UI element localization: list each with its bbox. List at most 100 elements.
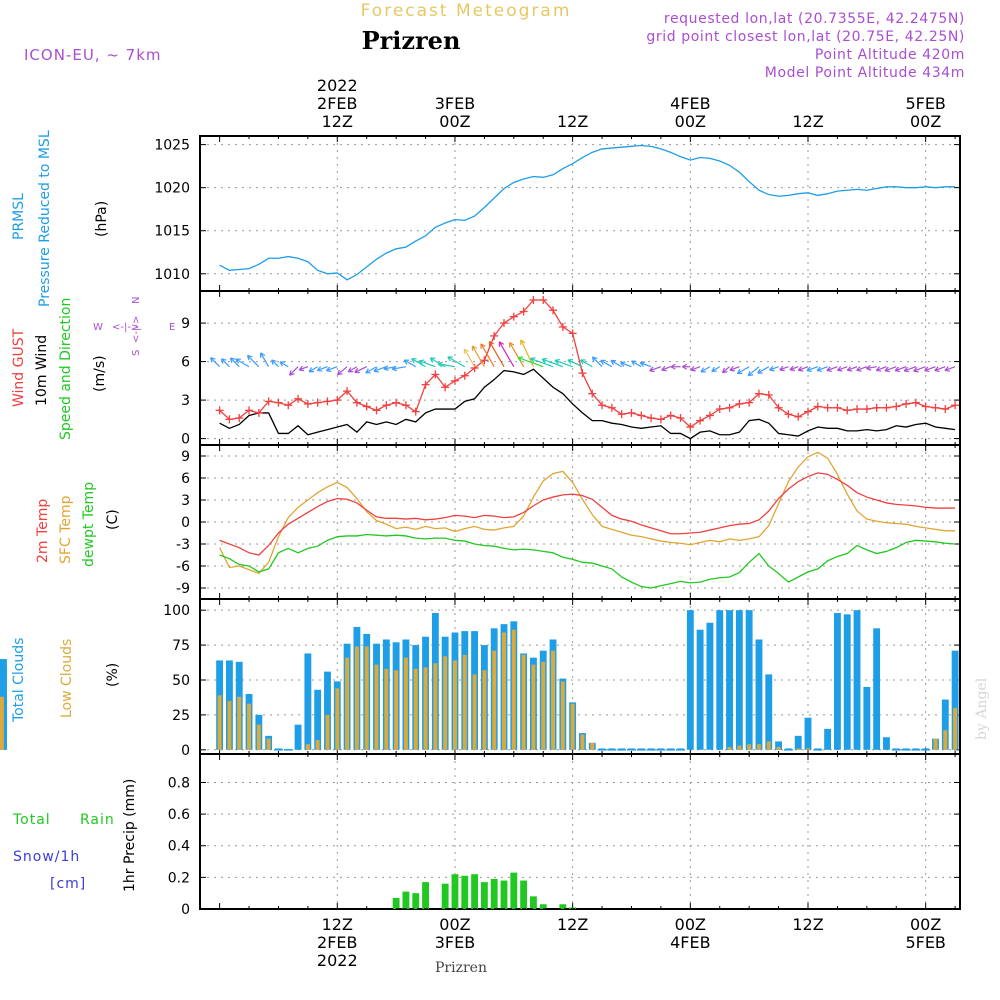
grid-lines	[200, 136, 960, 910]
time-label-top: 5FEB	[905, 94, 945, 113]
wind-arrow-head	[797, 366, 802, 371]
low-cloud-bar	[325, 714, 330, 750]
low-cloud-bar	[354, 646, 359, 750]
wind-arrow-head	[729, 365, 734, 371]
wind-arrow-head	[806, 370, 812, 373]
wind-arrow-head	[229, 357, 233, 363]
low-cloud-bar	[796, 748, 801, 750]
time-label-bottom: 2FEB	[317, 933, 357, 952]
wind-arrow-head	[934, 366, 939, 371]
wind-gust-line	[219, 299, 956, 428]
wind-arrow-head	[769, 365, 774, 371]
header-model: ICON-EU, ~ 7km	[24, 46, 162, 64]
wind-arrow-head	[610, 360, 615, 366]
wind-arrow-head	[903, 366, 908, 372]
low-cloud-bar	[237, 696, 242, 750]
y-tick-label-clouds: 25	[172, 708, 190, 724]
temp-2m-line	[219, 472, 956, 556]
wind-arrow-head	[640, 361, 646, 364]
time-label-top: 00Z	[910, 112, 941, 131]
total-cloud-bar	[726, 610, 733, 750]
wind-arrow	[757, 366, 770, 374]
dewpt-line	[219, 533, 956, 589]
wind-arrow-head	[620, 361, 626, 364]
wind-arrow	[722, 366, 730, 374]
wind-arrow-head	[308, 367, 313, 373]
sfc-temp-line	[219, 451, 956, 575]
wind-arrow-head	[700, 367, 705, 373]
low-cloud-bar	[551, 650, 555, 750]
y-tick-label-temp: -3	[176, 537, 190, 553]
wind-arrow-head	[499, 341, 504, 345]
low-cloud-bar	[227, 700, 232, 750]
low-cloud-bar	[453, 660, 457, 750]
pressure-labels: PRMSL Pressure Reduced to MSL (hPa)	[11, 130, 110, 307]
low-cloud-bar	[384, 668, 389, 750]
compass-e: E	[169, 322, 175, 333]
rain-bar	[529, 896, 537, 909]
wind-arrow-head	[279, 361, 284, 367]
low-cloud-bar	[256, 724, 261, 750]
wind-arrow-head	[317, 369, 323, 372]
rain-bar	[451, 874, 459, 909]
wind-arrow-head	[876, 369, 882, 372]
wind-label-gust: Wind GUST	[11, 328, 27, 407]
wind-arrow-head	[866, 364, 871, 369]
time-label-bottom: 00Z	[675, 915, 706, 934]
header-info-1: requested lon,lat (20.7355E, 42.2475N)	[664, 11, 965, 27]
wind-arrow-head	[554, 358, 561, 361]
wind-arrow-head	[530, 358, 535, 363]
wind-arrow	[260, 352, 270, 368]
low-cloud-bar	[472, 674, 477, 750]
rain-bar	[402, 891, 410, 909]
low-cloud-bar	[364, 646, 369, 750]
wind-arrow	[509, 342, 525, 368]
wind-arrow-head	[913, 366, 918, 372]
total-cloud-bar	[833, 612, 841, 750]
wind-arrow-head	[690, 365, 695, 371]
wind-arrow-head	[464, 348, 469, 353]
y-tick-label-pressure: 1025	[154, 138, 190, 154]
precip-label-snow: Snow/1h	[13, 849, 80, 865]
total-cloud-bar	[941, 699, 949, 750]
wind-arrow-head	[591, 356, 595, 363]
wind-arrow-head	[447, 356, 451, 362]
wind-arrow-head	[554, 359, 559, 365]
wind-arrow-head	[579, 359, 584, 365]
wind-arrow	[856, 366, 868, 371]
wind-arrow-head	[391, 365, 397, 370]
wind-arrow-head	[489, 340, 494, 345]
wind-arrow	[806, 366, 819, 372]
low-cloud-bar	[560, 681, 565, 750]
wind-arrow	[924, 366, 936, 372]
wind-arrow-head	[592, 356, 598, 360]
wind-arrow-head	[661, 369, 667, 372]
rain-bar	[422, 882, 429, 909]
low-cloud-bar	[394, 670, 399, 750]
wind-arrow	[700, 366, 711, 373]
low-cloud-bar	[933, 738, 938, 750]
total-cloud-bar	[853, 610, 861, 750]
low-cloud-bar	[766, 741, 771, 750]
y-tick-label-clouds: 100	[163, 603, 190, 619]
header-info-3: Point Altitude 420m	[815, 47, 965, 63]
wind-arrow	[447, 356, 466, 368]
wind-arrow	[271, 359, 279, 368]
low-cloud-bar	[217, 695, 222, 750]
wind-arrow-head	[682, 366, 687, 370]
total-cloud-bar	[755, 639, 763, 750]
wind-arrow	[463, 348, 476, 368]
wind-arrow-head	[789, 369, 795, 372]
wind-arrow-head	[316, 366, 322, 371]
time-label-bottom: 12Z	[557, 915, 588, 934]
wind-arrow	[308, 366, 318, 373]
time-label-bottom: 12Z	[322, 915, 353, 934]
wind-arrow-head	[826, 369, 832, 372]
time-label-top: 00Z	[675, 112, 706, 131]
low-cloud-bar	[776, 747, 781, 750]
time-label-bottom: 00Z	[439, 915, 470, 934]
total-cloud-bar	[304, 653, 312, 750]
time-label-top: 3FEB	[435, 94, 475, 113]
wind-arrow	[517, 356, 544, 368]
wind-arrow	[279, 361, 289, 368]
